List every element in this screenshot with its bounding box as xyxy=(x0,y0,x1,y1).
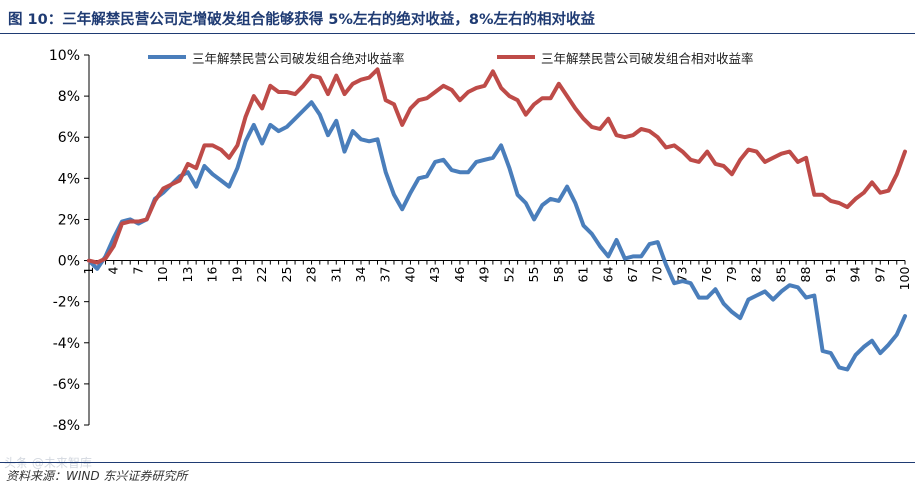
y-tick-label: -6% xyxy=(53,377,80,393)
x-tick-label: 34 xyxy=(353,267,368,283)
x-tick-label: 43 xyxy=(427,267,442,283)
x-tick-label: 7 xyxy=(130,267,145,275)
x-axis: 1 4 7 10 13 16 19 22 25 28 31 34 37 40 43 46 49 52 55 58 61 6… xyxy=(81,260,912,291)
x-tick-label: 88 xyxy=(798,267,813,283)
y-tick-label: -4% xyxy=(53,336,80,352)
x-tick-label: 76 xyxy=(699,267,714,283)
series-lines xyxy=(87,67,907,372)
x-tick-label: 97 xyxy=(872,267,887,283)
x-tick-label: 94 xyxy=(848,267,863,283)
x-tick-label: 4 xyxy=(106,267,121,275)
x-tick-label: 1 xyxy=(81,267,96,275)
source-divider xyxy=(0,462,915,463)
legend-label-relative: 三年解禁民营公司破发组合相对收益率 xyxy=(541,51,754,66)
y-axis: -8% -6% -4% -2% 0% 2% 4% 6% 8% 10% xyxy=(49,48,90,434)
watermark-text: 头条 @未来智库 xyxy=(4,456,92,470)
x-tick-label: 46 xyxy=(452,267,467,283)
legend-swatch-absolute xyxy=(148,55,186,59)
series-relative-return-line xyxy=(87,67,907,265)
x-tick-label: 82 xyxy=(749,267,764,283)
x-tick-label: 16 xyxy=(205,267,220,283)
x-tick-label: 79 xyxy=(724,267,739,283)
y-tick-label: 10% xyxy=(49,48,80,64)
y-tick-label: 6% xyxy=(58,130,80,146)
y-tick-label: 0% xyxy=(58,254,80,270)
x-tick-label: 10 xyxy=(155,267,170,283)
x-tick-label: 25 xyxy=(279,267,294,283)
x-tick-label: 64 xyxy=(600,267,615,283)
x-tick-label: 37 xyxy=(378,267,393,283)
x-tick-label: 70 xyxy=(650,267,665,283)
x-tick-label: 58 xyxy=(551,267,566,283)
y-tick-label: 8% xyxy=(58,89,80,105)
x-tick-label: 100 xyxy=(897,267,912,291)
legend-swatch-relative xyxy=(497,55,535,59)
x-tick-label: 13 xyxy=(180,267,195,283)
x-tick-label: 67 xyxy=(625,267,640,283)
x-tick-label: 85 xyxy=(773,267,788,283)
x-tick-label: 52 xyxy=(501,267,516,283)
x-tick-label: 19 xyxy=(229,267,244,283)
x-tick-label: 22 xyxy=(254,267,269,283)
x-tick-label: 49 xyxy=(477,267,492,283)
series-absolute-return-line xyxy=(87,100,907,372)
chart-title: 图 10：三年解禁民营公司定增破发组合能够获得 5%左右的绝对收益，8%左右的相… xyxy=(8,12,596,28)
source-note: 资料来源：WIND 东兴证券研究所 xyxy=(6,469,188,483)
title-divider xyxy=(0,33,915,34)
y-tick-label: 4% xyxy=(58,171,80,187)
x-tick-label: 73 xyxy=(674,267,689,283)
x-tick-label: 28 xyxy=(304,267,319,283)
x-tick-label: 31 xyxy=(328,267,343,283)
y-tick-label: 2% xyxy=(58,212,80,228)
x-tick-label: 55 xyxy=(526,267,541,283)
y-tick-label: -2% xyxy=(53,295,80,311)
x-tick-label: 91 xyxy=(823,267,838,283)
y-tick-label: -8% xyxy=(53,418,80,434)
legend-label-absolute: 三年解禁民营公司破发组合绝对收益率 xyxy=(192,51,405,66)
x-tick-label: 40 xyxy=(402,267,417,283)
x-tick-label: 61 xyxy=(576,267,591,283)
